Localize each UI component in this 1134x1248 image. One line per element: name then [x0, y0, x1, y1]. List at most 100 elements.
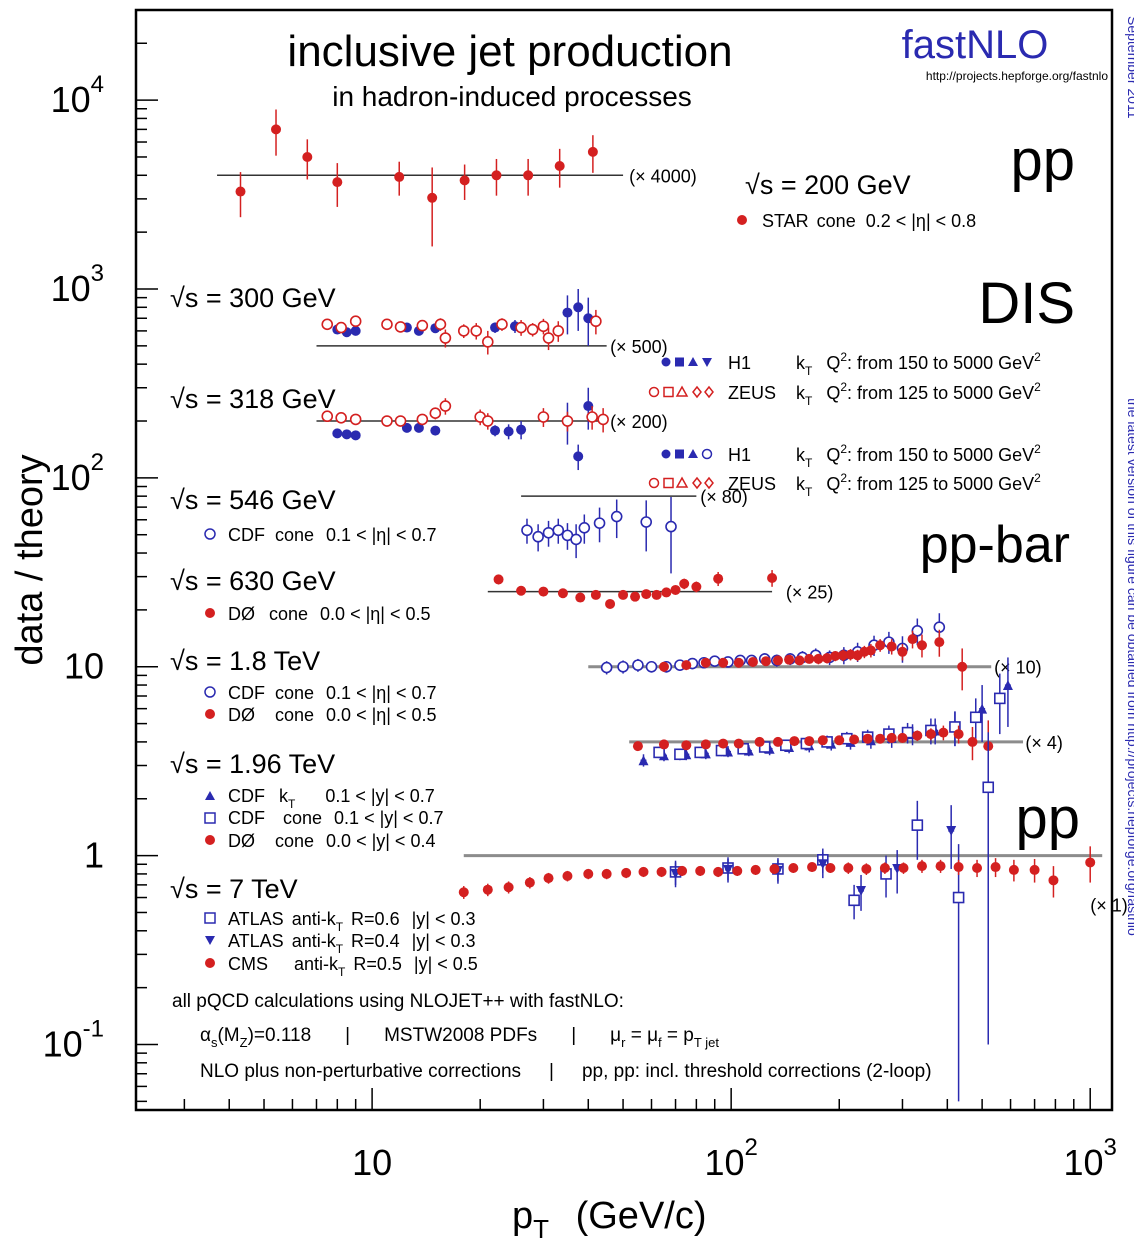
data-point — [349, 413, 362, 426]
process-label-ppbar: pp-bar — [920, 516, 1070, 574]
data-point — [661, 587, 672, 598]
svg-text:H1: H1 — [728, 353, 751, 373]
data-point — [481, 415, 494, 427]
data-point — [605, 598, 616, 609]
data-point — [911, 624, 924, 637]
data-point — [597, 413, 609, 426]
legend-atlas-06: ATLAS anti-kT R=0.6 |y| < 0.3 — [204, 909, 475, 934]
legend-cdf-18: CDF cone 0.1 < |η| < 0.7 — [204, 683, 436, 703]
energy-630: √s = 630 GeV — [170, 566, 336, 596]
legend-atlas-04: ATLAS anti-kT R=0.4 |y| < 0.3 — [205, 931, 475, 956]
data-point — [861, 863, 872, 874]
data-point — [381, 415, 393, 427]
data-point — [879, 862, 890, 873]
legend-cdf-cone: CDF cone 0.1 < |y| < 0.7 — [204, 808, 443, 828]
data-point — [656, 866, 667, 877]
data-point — [381, 318, 393, 331]
data-point — [638, 755, 649, 766]
data-point — [982, 781, 995, 794]
data-point — [670, 584, 681, 595]
process-label-pp-top: pp — [1010, 128, 1075, 193]
data-point — [235, 186, 246, 197]
data-point — [526, 323, 539, 336]
date-stamp: September 2011 — [1125, 16, 1134, 119]
data-point — [665, 520, 677, 533]
chart-subtitle: in hadron-induced processes — [332, 81, 692, 112]
legend-d0-196: DØ cone 0.0 < |y| < 0.4 — [205, 831, 435, 851]
data-point — [925, 729, 936, 740]
data-point — [694, 746, 707, 759]
data-point — [952, 891, 965, 904]
data-point — [562, 871, 573, 882]
legend-star: STAR cone 0.2 < |η| < 0.8 — [737, 211, 976, 231]
data-point — [573, 302, 584, 313]
data-point — [733, 657, 744, 668]
data-point — [481, 336, 494, 348]
data-point — [817, 735, 828, 746]
scale-label-tev196: (× 4) — [1025, 733, 1063, 753]
data-point — [349, 315, 362, 328]
data-point — [557, 588, 568, 599]
data-point — [695, 865, 706, 876]
data-point — [713, 573, 724, 584]
data-point — [617, 660, 629, 673]
data-point — [394, 415, 407, 427]
data-point — [332, 177, 343, 188]
data-point — [967, 736, 978, 747]
data-point — [856, 885, 867, 896]
data-point — [586, 411, 598, 423]
data-point — [916, 861, 927, 872]
process-label-pp-bottom: pp — [1015, 786, 1080, 851]
y-tick-label: 103 — [51, 260, 104, 309]
x-tick-label: 10 — [352, 1142, 392, 1183]
data-point — [849, 734, 860, 745]
data-point — [969, 711, 982, 724]
data-point — [335, 411, 347, 424]
data-point — [394, 171, 405, 182]
data-point — [916, 640, 927, 651]
data-point — [911, 819, 924, 831]
data-point — [587, 146, 598, 157]
data-point — [794, 655, 805, 666]
data-point — [838, 650, 849, 661]
svg-text:ZEUS: ZEUS — [728, 474, 776, 494]
data-point — [938, 727, 949, 738]
energy-300: √s = 300 GeV — [170, 283, 336, 313]
data-point — [772, 736, 783, 747]
data-point — [830, 650, 841, 661]
data-point — [822, 653, 833, 664]
data-point — [459, 175, 470, 186]
data-point — [537, 320, 550, 333]
data-point — [542, 526, 555, 539]
data-point — [972, 862, 983, 873]
data-point — [935, 861, 946, 872]
data-point — [691, 581, 702, 592]
svg-text:pT (GeV/c): pT (GeV/c) — [512, 1195, 707, 1244]
data-point — [470, 325, 483, 337]
data-point — [1029, 864, 1040, 875]
side-note: the latest version of this figure can be… — [1125, 398, 1134, 936]
brand-logo-text: fastNLO — [902, 23, 1049, 67]
data-point — [573, 451, 584, 462]
data-point — [977, 703, 988, 714]
data-point — [718, 738, 729, 749]
data-point — [601, 868, 612, 879]
data-point — [700, 657, 711, 668]
data-point — [493, 574, 504, 585]
data-point — [658, 739, 669, 750]
y-tick-label: 10 — [64, 646, 104, 687]
brand-url: http://projects.hepforge.org/fastnlo — [926, 69, 1108, 83]
data-point — [653, 746, 665, 759]
x-axis-label: pT (GeV/c) — [512, 1195, 707, 1244]
data-point — [718, 657, 729, 668]
data-point — [912, 730, 923, 741]
legend-d0-630: DØ cone 0.0 < |η| < 0.5 — [205, 604, 430, 624]
note-line-3: NLO plus non-perturbative corrections | pp… — [200, 1061, 932, 1082]
data-point — [521, 524, 533, 537]
data-point — [1002, 680, 1013, 691]
